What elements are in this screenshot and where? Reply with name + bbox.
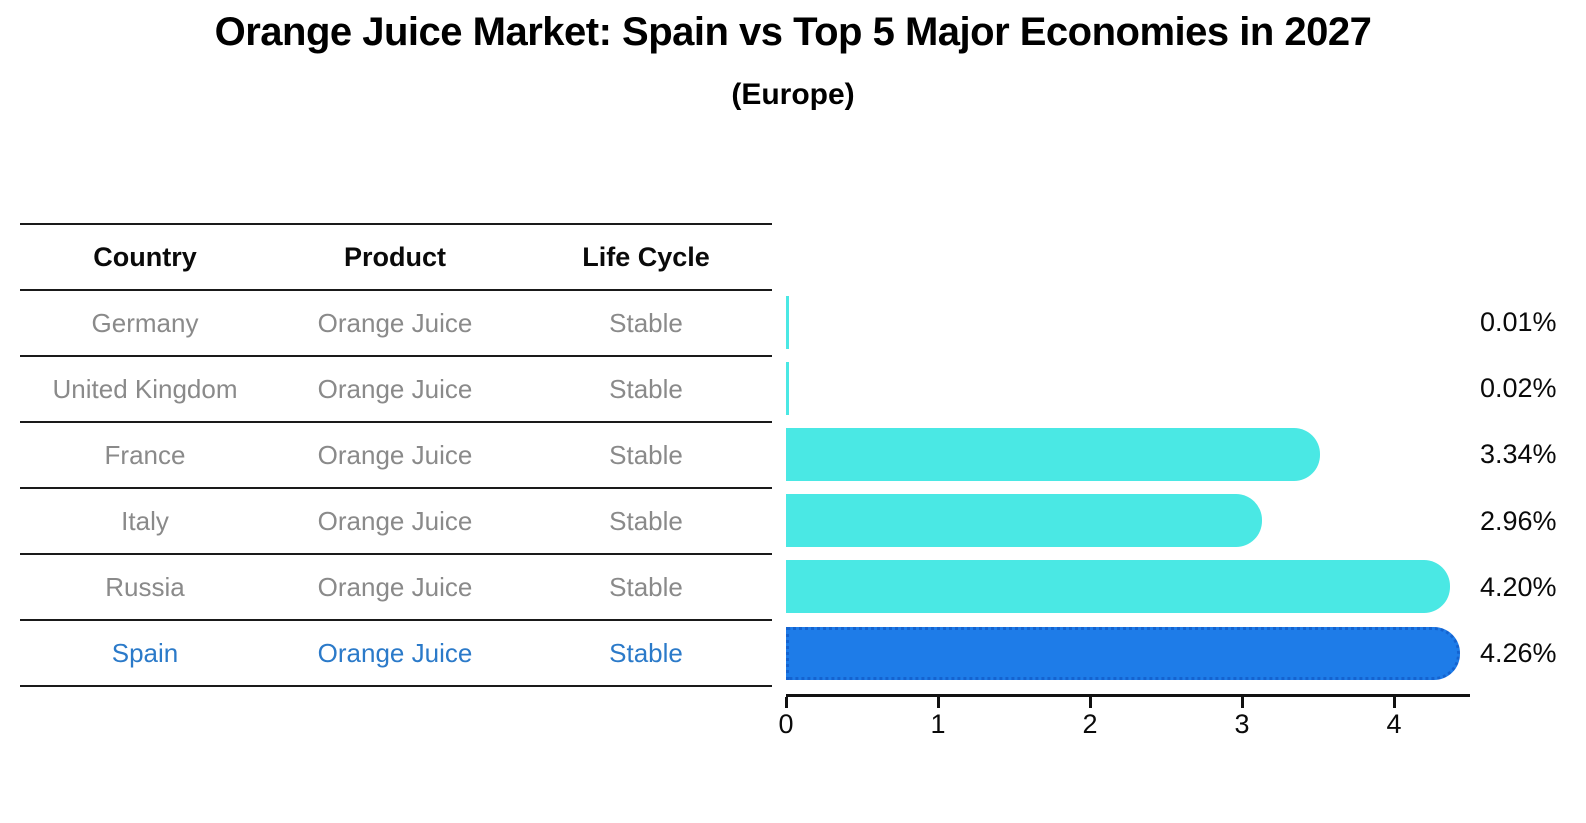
cell-product: Orange Juice — [270, 553, 520, 620]
value-label-germany: 0.01% — [1480, 307, 1557, 337]
cell-country: United Kingdom — [20, 355, 270, 422]
bar-france — [786, 427, 1320, 481]
table-row-spain: Spain Orange Juice Stable — [20, 619, 772, 686]
chart-subtitle: (Europe) — [731, 78, 855, 111]
chart-title: Orange Juice Market: Spain vs Top 5 Majo… — [214, 10, 1372, 54]
cell-country: Spain — [20, 619, 270, 686]
value-label-italy: 2.96% — [1480, 505, 1557, 536]
table-row-germany: Germany Orange Juice Stable — [20, 289, 772, 356]
country-table: Country Product Life Cycle Germany Orange… — [20, 223, 772, 687]
x-tick-label-3: 3 — [1234, 709, 1250, 739]
x-tick-mark-2 — [1088, 697, 1092, 708]
table-row-russia: Russia Orange Juice Stable — [20, 553, 772, 620]
column-header-life-cycle: Life Cycle — [520, 223, 772, 290]
cell-product: Orange Juice — [270, 289, 520, 356]
cell-life-cycle: Stable — [520, 355, 772, 422]
x-tick-mark-0 — [784, 697, 788, 708]
cell-life-cycle: Stable — [520, 421, 772, 488]
table-header-row: Country Product Life Cycle — [20, 223, 772, 290]
value-label-spain: 4.26% — [1480, 638, 1557, 668]
cell-life-cycle: Stable — [520, 619, 772, 686]
bar-italy — [786, 494, 1262, 548]
bar-united-kingdom — [786, 361, 790, 415]
x-tick-label-1: 1 — [930, 709, 946, 739]
table-row-italy: Italy Orange Juice Stable — [20, 487, 772, 554]
value-label-russia: 4.20% — [1480, 571, 1557, 602]
cell-country: Russia — [20, 553, 270, 620]
cell-product: Orange Juice — [270, 487, 520, 554]
bar-russia — [786, 560, 1451, 614]
cell-product: Orange Juice — [270, 355, 520, 422]
value-label-france: 3.34% — [1480, 439, 1557, 470]
x-tick-mark-1 — [936, 697, 940, 708]
cell-product: Orange Juice — [270, 421, 520, 488]
cell-country: Germany — [20, 289, 270, 356]
value-label-united-kingdom: 0.02% — [1480, 373, 1557, 404]
x-tick-label-2: 2 — [1082, 709, 1098, 739]
cell-life-cycle: Stable — [520, 553, 772, 620]
x-axis — [786, 694, 1470, 697]
cell-product: Orange Juice — [270, 619, 520, 686]
bar-spain — [786, 626, 1460, 680]
x-tick-mark-3 — [1240, 697, 1244, 708]
column-header-country: Country — [20, 223, 270, 290]
x-tick-mark-4 — [1392, 697, 1396, 708]
bar-germany — [786, 295, 789, 349]
column-header-product: Product — [270, 223, 520, 290]
x-tick-label-0: 0 — [778, 709, 794, 739]
table-row-france: France Orange Juice Stable — [20, 421, 772, 488]
cell-country: France — [20, 421, 270, 488]
table-body: Germany Orange Juice Stable United Kingdom O… — [20, 289, 772, 686]
cell-life-cycle: Stable — [520, 289, 772, 356]
cell-country: Italy — [20, 487, 270, 554]
table-row-united-kingdom: United Kingdom Orange Juice Stable — [20, 355, 772, 422]
x-tick-label-4: 4 — [1386, 709, 1402, 739]
cell-life-cycle: Stable — [520, 487, 772, 554]
